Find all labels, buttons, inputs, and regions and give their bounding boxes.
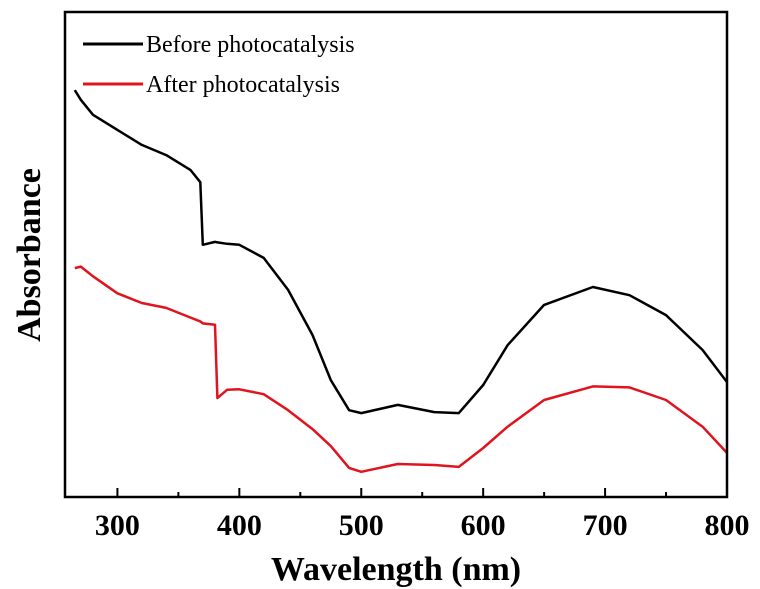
x-tick-label: 800: [705, 509, 750, 542]
x-axis-label: Wavelength (nm): [271, 551, 521, 588]
x-tick-label: 700: [583, 509, 628, 542]
y-axis-label: Absorbance: [11, 168, 48, 342]
legend-label: Before photocatalysis: [146, 32, 355, 58]
plot-frame: [63, 10, 729, 499]
x-tick-label: 400: [217, 509, 262, 542]
x-tick-label: 300: [95, 509, 140, 542]
series-line: [73, 89, 728, 415]
x-tick-label: 500: [339, 509, 384, 542]
legend-label: After photocatalysis: [146, 72, 340, 98]
x-tick-label: 600: [461, 509, 506, 542]
series-line: [74, 265, 728, 474]
